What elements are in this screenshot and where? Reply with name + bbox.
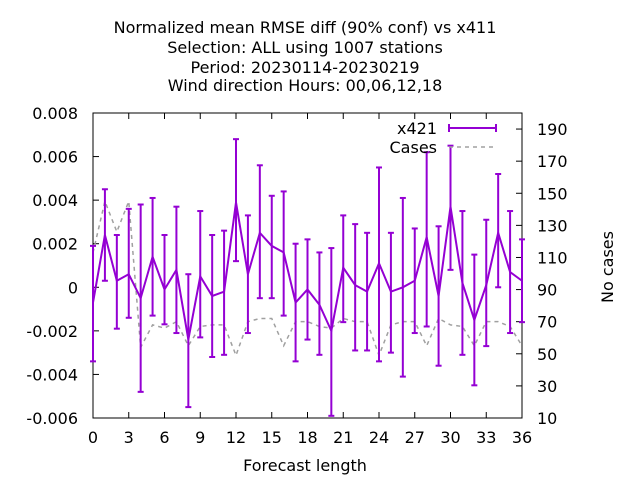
- series-line-x421: [92, 202, 523, 340]
- x-tick-label: 6: [159, 428, 169, 447]
- y2-tick-label: 150: [537, 184, 568, 203]
- y-tick-label: -0.004: [26, 365, 78, 384]
- y2-tick-label: 70: [537, 313, 557, 332]
- x-tick-label: 24: [369, 428, 389, 447]
- x-tick-label: 0: [88, 428, 98, 447]
- y-tick-label: -0.006: [26, 409, 78, 428]
- error-bar: [352, 223, 359, 352]
- y-tick-label: 0.008: [32, 104, 78, 123]
- x-tick-label: 9: [195, 428, 205, 447]
- y-tick-label: -0.002: [26, 322, 78, 341]
- y2-tick-label: 190: [537, 120, 568, 139]
- x-tick-label: 18: [297, 428, 317, 447]
- legend-label-cases: Cases: [390, 138, 438, 157]
- y-tick-label: 0.006: [32, 148, 78, 167]
- error-bar: [197, 210, 204, 339]
- x-tick-label: 36: [512, 428, 532, 447]
- y2-tick-label: 30: [537, 377, 557, 396]
- x-tick-label: 21: [333, 428, 353, 447]
- y2-tick-label: 50: [537, 345, 557, 364]
- y2-tick-label: 170: [537, 152, 568, 171]
- legend-label-x421: x421: [397, 119, 437, 138]
- chart-title-line-1: Normalized mean RMSE diff (90% conf) vs …: [114, 18, 497, 37]
- plot-area: 0 3 6 9 12 15 18 21 24 27 30 33 36-0.006-0.004-0.002…: [26, 104, 567, 447]
- chart-title-line-4: Wind direction Hours: 00,06,12,18: [168, 76, 443, 95]
- x-axis-label: Forecast length: [243, 456, 367, 475]
- error-bar: [221, 229, 228, 356]
- error-bar: [185, 273, 192, 409]
- y-tick-label: 0.004: [32, 191, 78, 210]
- x-tick-label: 3: [124, 428, 134, 447]
- y-tick-label: 0: [68, 278, 78, 297]
- y2-tick-label: 110: [537, 248, 568, 267]
- error-bar: [233, 138, 239, 263]
- x-tick-label: 33: [476, 428, 496, 447]
- x-tick-label: 27: [405, 428, 425, 447]
- y2-tick-label: 10: [537, 409, 557, 428]
- error-bar: [161, 234, 168, 326]
- chart-title-line-3: Period: 20230114-20230219: [190, 58, 419, 77]
- y2-tick-label: 90: [537, 281, 557, 300]
- x-tick-label: 30: [440, 428, 460, 447]
- y2-tick-label: 130: [537, 216, 568, 235]
- error-bar: [387, 231, 394, 354]
- y2-axis-label: No cases: [598, 231, 617, 303]
- error-bar: [125, 207, 132, 319]
- series-line-cases: [92, 198, 523, 358]
- chart-title-line-2: Selection: ALL using 1007 stations: [167, 38, 443, 57]
- error-bar: [90, 244, 96, 363]
- x-tick-label: 15: [262, 428, 282, 447]
- x-tick-label: 12: [226, 428, 246, 447]
- y-tick-label: 0.002: [32, 235, 78, 254]
